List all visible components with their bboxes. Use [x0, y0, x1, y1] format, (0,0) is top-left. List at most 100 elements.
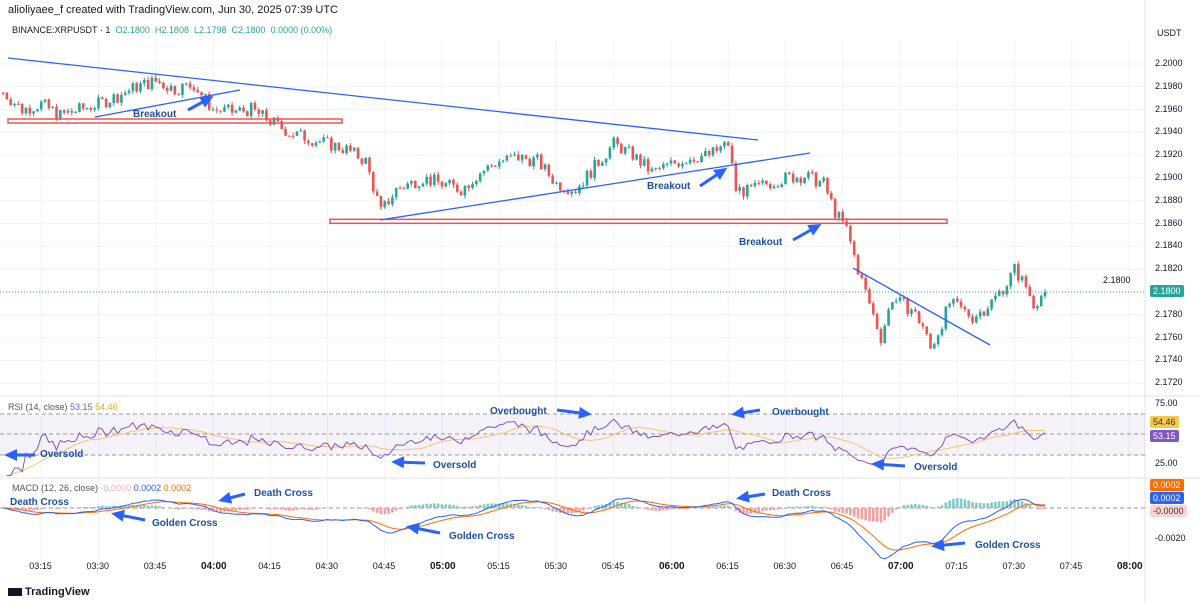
- macd-hist-bar: [104, 506, 108, 508]
- macd-hist-bar: [486, 503, 490, 508]
- macd-hist-bar: [864, 508, 867, 521]
- symbol[interactable]: BINANCE:XRPUSDT · 1: [12, 25, 111, 35]
- macd-hist-bar: [444, 504, 448, 508]
- candle-body: [234, 110, 238, 113]
- candle-body: [891, 302, 894, 310]
- candle-body: [978, 311, 982, 317]
- macd-hist-bar: [265, 508, 268, 509]
- candle-body: [143, 79, 146, 84]
- candle-body: [593, 159, 596, 178]
- rsi-title[interactable]: RSI (14, close): [8, 402, 68, 412]
- candle-body: [24, 107, 28, 114]
- candle-body: [830, 193, 833, 200]
- candle-body: [13, 103, 16, 106]
- candle-body: [524, 155, 528, 159]
- macd-hist-bar: [425, 503, 429, 508]
- macd-hist-bar: [612, 501, 616, 508]
- macd-hist-bar: [879, 508, 883, 523]
- arrow-head-icon: [578, 406, 592, 419]
- price-tick: 2.1980: [1155, 80, 1183, 91]
- macd-title[interactable]: MACD (12, 26, close): [12, 483, 99, 493]
- candle-body: [364, 157, 367, 164]
- arrow-head-icon: [807, 224, 822, 236]
- candle-body: [112, 94, 116, 104]
- candle-body: [730, 145, 734, 164]
- candle-body: [849, 225, 852, 242]
- candle-body: [436, 174, 440, 182]
- candle-body: [574, 191, 577, 193]
- candle-body: [952, 298, 955, 304]
- macd-hist-bar: [146, 505, 150, 508]
- macd-hist-bar: [448, 504, 451, 508]
- macd-hist-bar: [1001, 501, 1005, 508]
- candle-body: [894, 300, 898, 303]
- macd-hist-bar: [658, 508, 661, 511]
- candle-body: [261, 110, 264, 114]
- candle-body: [78, 103, 81, 112]
- macd-hist-bar: [291, 508, 295, 511]
- rsi-ma-badge: 54.46: [1150, 416, 1179, 428]
- candle-body: [765, 180, 768, 185]
- candle-body: [975, 316, 978, 323]
- candle-body: [66, 110, 70, 113]
- candle-body: [612, 137, 616, 148]
- candle-body: [448, 179, 451, 184]
- candle-body: [673, 160, 677, 164]
- macd-hist-bar: [467, 506, 471, 508]
- candle-body: [1005, 286, 1009, 295]
- arrow-head-icon: [731, 406, 745, 419]
- candle-body: [284, 128, 287, 136]
- candle-body: [696, 161, 700, 163]
- candle-body: [543, 164, 547, 170]
- macd-hist-bar: [196, 508, 200, 510]
- candle-body: [394, 187, 398, 198]
- macd-hist-bar: [772, 508, 776, 510]
- macd-hist-bar: [24, 508, 28, 511]
- candle-body: [295, 131, 299, 136]
- candle-body: [417, 186, 421, 189]
- close-value: C2.1800: [231, 25, 266, 35]
- candle-body: [406, 183, 409, 189]
- macd-hist-bar: [665, 508, 669, 511]
- candle-body: [70, 110, 74, 113]
- macd-tick: -0.0020: [1155, 533, 1186, 543]
- candle-body: [658, 167, 661, 169]
- signal-value: 0.0002: [163, 483, 192, 493]
- macd-hist-bar: [459, 506, 463, 508]
- open-value: O2.1800: [115, 25, 150, 35]
- macd-hist-bar: [723, 505, 726, 508]
- annotation-label: Golden Cross: [449, 531, 515, 542]
- time-tick: 07:45: [1059, 561, 1083, 571]
- candle-body: [818, 181, 822, 187]
- macd-hist-bar: [975, 502, 978, 508]
- macd-hist-bar: [837, 508, 841, 513]
- macd-hist-bar: [1028, 505, 1032, 508]
- candle-body: [246, 111, 249, 117]
- time-tick: 06:00: [659, 561, 685, 572]
- macd-hist-bar: [532, 507, 535, 508]
- macd-hist-bar: [631, 505, 635, 508]
- candle-body: [585, 170, 589, 186]
- macd-hist-bar: [433, 503, 436, 508]
- macd-hist-bar: [936, 506, 940, 508]
- candle-body: [425, 176, 429, 184]
- macd-hist-bar: [906, 504, 909, 508]
- macd-hist-bar: [875, 508, 879, 523]
- annotation-label: Death Cross: [10, 497, 69, 508]
- time-tick: 07:30: [1002, 561, 1026, 571]
- candle-body: [788, 172, 791, 174]
- candle-body: [925, 326, 929, 334]
- candle-body: [383, 201, 387, 208]
- candle-body: [444, 183, 448, 187]
- macd-hist-bar: [978, 502, 982, 508]
- candle-body: [429, 176, 432, 185]
- candle-body: [780, 184, 783, 188]
- candle-body: [249, 102, 253, 117]
- macd-hist-bar: [1039, 508, 1043, 510]
- candle-body: [303, 130, 306, 141]
- candle-body: [799, 178, 803, 183]
- macd-hist-bar: [455, 505, 459, 508]
- macd-hist-bar: [833, 508, 837, 512]
- macd-hist-bar: [810, 505, 814, 508]
